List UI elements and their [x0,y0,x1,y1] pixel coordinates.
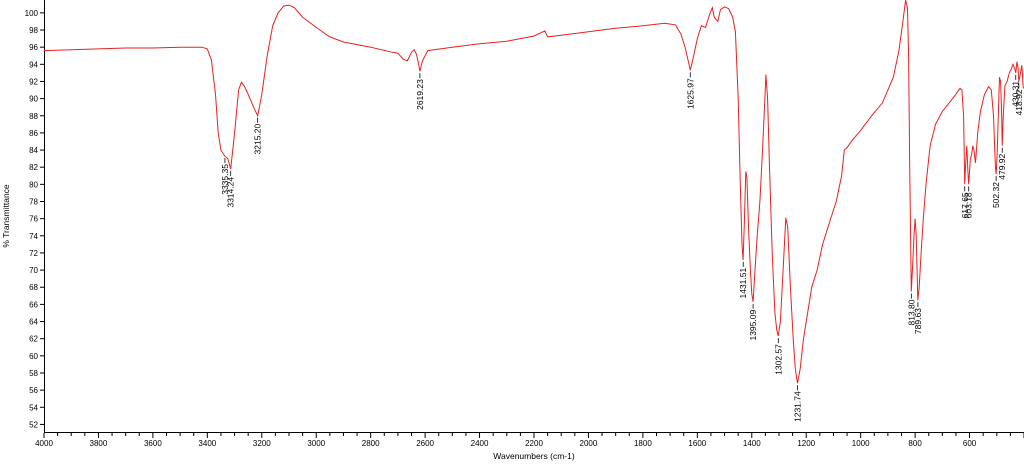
peak-label: 3215.20 [253,123,263,154]
x-axis-label: Wavenumbers (cm-1) [493,451,575,461]
y-tick-label: 90 [29,95,38,104]
y-tick-label: 92 [29,77,38,86]
peak-label: 1625.97 [685,78,695,109]
y-tick-label: 82 [29,163,38,172]
peak-label: 603.18 [964,192,974,218]
x-tick-label: 600 [963,439,977,448]
peak-label: 789.63 [913,308,923,334]
y-tick-label: 76 [29,215,38,224]
x-tick-label: 2000 [580,439,598,448]
x-tick-label: 3800 [90,439,108,448]
x-tick-label: 3200 [253,439,271,448]
peak-label: 418.92 [1014,89,1024,115]
spectrum-line [43,0,1024,384]
y-tick-label: 52 [29,420,38,429]
y-tick-label: 70 [29,266,38,275]
y-tick-label: 68 [29,283,38,292]
x-tick-label: 2800 [362,439,380,448]
x-tick-label: 1600 [688,439,706,448]
y-tick-label: 80 [29,180,38,189]
y-tick-label: 100 [25,9,39,18]
y-tick-label: 88 [29,112,38,121]
peak-label: 3335.35 [220,164,230,195]
x-tick-label: 3400 [198,439,216,448]
y-tick-label: 66 [29,300,38,309]
x-tick-label: 3000 [307,439,325,448]
x-axis-ticks: 4000 3800 3600 3400 3200 3000 2800 2600 2400 2200… [35,433,1024,448]
y-tick-label: 54 [29,403,38,412]
y-tick-label: 94 [29,60,38,69]
peak-label: 502.32 [991,182,1001,208]
x-tick-label: 2400 [471,439,489,448]
x-tick-label: 4000 [35,439,53,448]
x-tick-label: 800 [908,439,922,448]
peak-label: 430.31 [1011,81,1021,107]
x-tick-label: 1200 [797,439,815,448]
y-tick-label: 98 [29,26,38,35]
y-tick-label: 60 [29,352,38,361]
y-axis-label: % Transmittance [1,184,11,248]
peak-label: 1231.74 [793,391,803,422]
peak-label: 813.80 [906,299,916,325]
peak-label: 479.92 [997,153,1007,179]
peak-label: 1302.57 [773,344,783,375]
x-tick-label: 2200 [525,439,543,448]
peak-label: 1395.09 [748,310,758,341]
y-tick-label: 56 [29,386,38,395]
peak-label: 1431.51 [738,268,748,299]
y-axis-ticks: 52 54 56 58 60 62 64 66 68 70 72 74 76 78 80 82 84 86 88 90… [25,9,44,429]
y-tick-label: 74 [29,232,38,241]
x-tick-label: 1400 [743,439,761,448]
y-tick-label: 58 [29,369,38,378]
y-tick-label: 72 [29,249,38,258]
y-tick-label: 78 [29,197,38,206]
x-tick-label: 2600 [416,439,434,448]
y-tick-label: 62 [29,335,38,344]
x-tick-label: 1800 [634,439,652,448]
peak-label: 2619.23 [415,79,425,110]
y-tick-label: 86 [29,129,38,138]
x-tick-label: 3600 [144,439,162,448]
x-tick-label: 1000 [852,439,870,448]
peak-label: 3314.24 [226,177,236,208]
y-tick-label: 96 [29,43,38,52]
y-tick-label: 64 [29,318,38,327]
y-tick-label: 84 [29,146,38,155]
peak-label: 617.65 [960,192,970,218]
